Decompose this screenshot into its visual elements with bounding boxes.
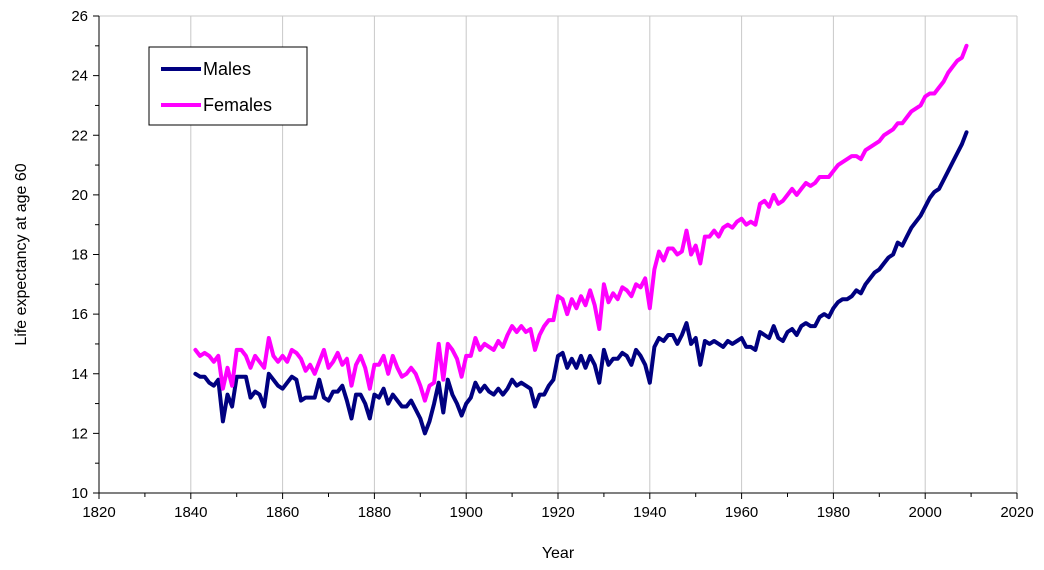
legend: Males Females bbox=[148, 46, 308, 126]
x-tick-label: 1900 bbox=[450, 504, 483, 521]
x-tick-label: 2020 bbox=[1000, 504, 1033, 521]
y-tick-label: 20 bbox=[71, 187, 88, 204]
legend-label-males: Males bbox=[203, 59, 251, 79]
y-axis-label: Life expectancy at age 60 bbox=[13, 163, 30, 345]
legend-label-females: Females bbox=[203, 95, 272, 115]
series-line-females bbox=[193, 43, 969, 403]
y-tick-label: 18 bbox=[71, 247, 88, 264]
legend-box bbox=[148, 46, 308, 126]
x-tick-label: 1840 bbox=[174, 504, 207, 521]
y-tick-label: 22 bbox=[71, 127, 88, 144]
x-tick-label: 1940 bbox=[633, 504, 666, 521]
x-axis-label: Year bbox=[542, 545, 575, 562]
series-line-males bbox=[193, 130, 969, 436]
y-axis-ticks: 10 12 14 16 18 20 22 24 26 bbox=[71, 8, 99, 502]
x-tick-label: 1820 bbox=[82, 504, 115, 521]
x-tick-label: 1860 bbox=[266, 504, 299, 521]
y-tick-label: 24 bbox=[71, 68, 88, 85]
x-axis-ticks: 1820 1840 1860 1880 1900 1920 1940 1960 1980 2000… bbox=[82, 493, 1034, 521]
x-tick-label: 1980 bbox=[817, 504, 850, 521]
x-tick-label: 1920 bbox=[541, 504, 574, 521]
y-tick-label: 26 bbox=[71, 8, 88, 25]
y-tick-label: 14 bbox=[71, 366, 88, 383]
y-tick-label: 10 bbox=[71, 485, 88, 502]
x-tick-label: 1880 bbox=[358, 504, 391, 521]
y-tick-label: 16 bbox=[71, 306, 88, 323]
x-tick-label: 1960 bbox=[725, 504, 758, 521]
y-tick-label: 12 bbox=[71, 425, 88, 442]
x-tick-label: 2000 bbox=[909, 504, 942, 521]
series-lines bbox=[193, 43, 969, 436]
